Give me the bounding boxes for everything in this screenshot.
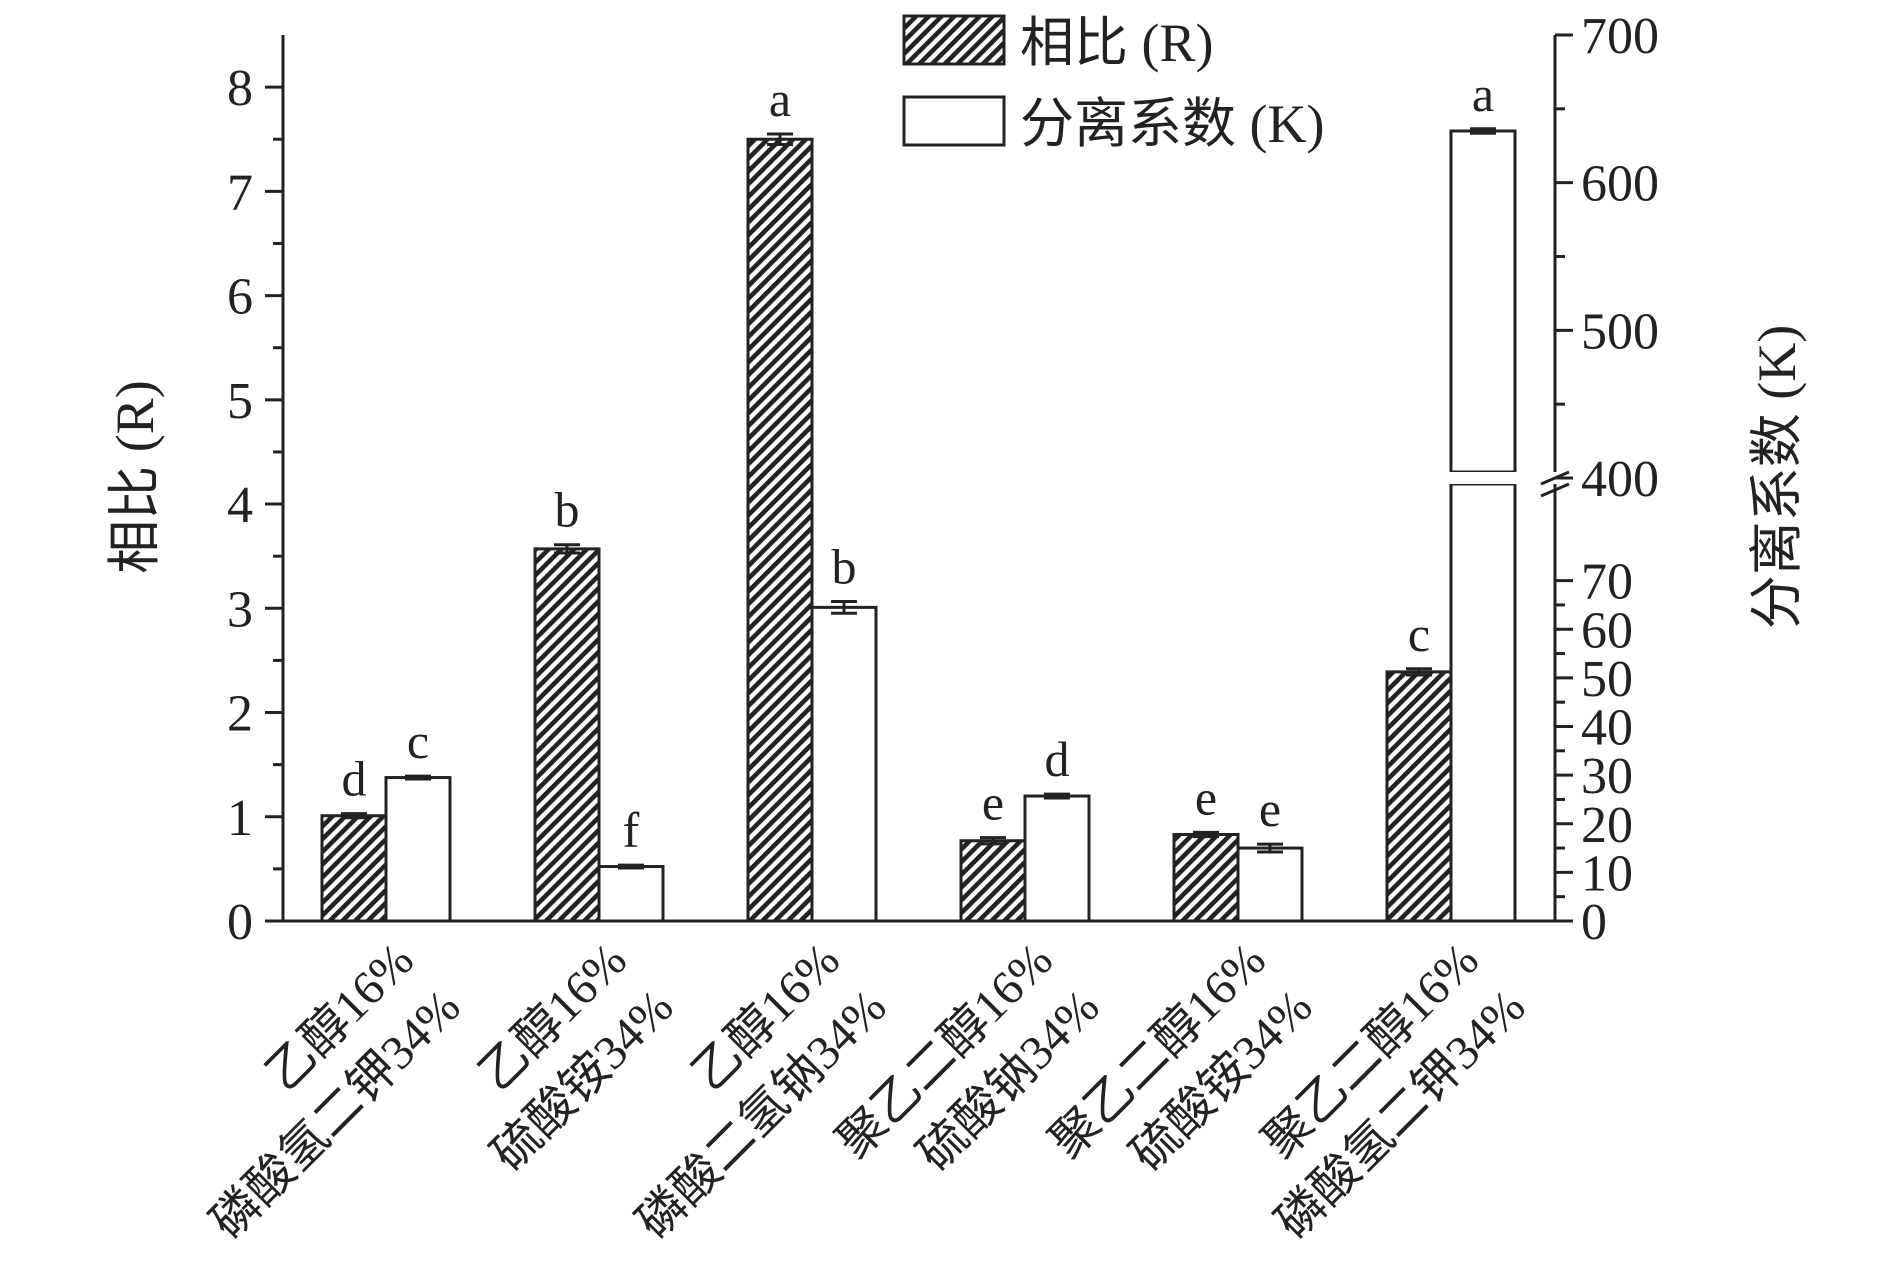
- category-label: 乙醇16%硫酸铵34%: [469, 933, 683, 1181]
- ratio-bar: [320, 814, 388, 923]
- y-left-tick-label: 4: [227, 477, 253, 534]
- y-right-tick-label: 70: [1581, 554, 1633, 611]
- legend-swatch-ratio: [902, 14, 1006, 66]
- y-right-tick-label: 20: [1581, 797, 1633, 854]
- significance-letter: a: [1472, 66, 1494, 122]
- significance-letter: f: [623, 802, 640, 858]
- significance-letter: e: [1195, 769, 1217, 825]
- y-left-axis: 0 1 2 3 4 5 6 7 8: [227, 35, 285, 951]
- y-right-tick-label: 60: [1581, 602, 1633, 659]
- y-right-tick-label: 500: [1581, 303, 1659, 360]
- ratio-bar: [1385, 670, 1453, 923]
- category-label: 聚乙二醇16%硫酸钠34%: [827, 933, 1109, 1181]
- y-left-tick-label: 1: [227, 790, 253, 847]
- y-left-tick-label: 3: [227, 581, 253, 638]
- significance-letter: d: [1045, 731, 1070, 787]
- significance-letter: a: [769, 71, 791, 127]
- y-left-tick-label: 2: [227, 686, 253, 743]
- category-labels: 乙醇16%磷酸氢二钾34%乙醇16%硫酸铵34%乙醇16%磷酸二氢钠34%聚乙二…: [201, 933, 1535, 1249]
- significance-letter: b: [555, 482, 580, 538]
- significance-letter: d: [342, 751, 367, 807]
- y-left-tick-label: 6: [227, 269, 253, 326]
- y-left-tick-label: 5: [227, 373, 253, 430]
- significance-letter: b: [832, 539, 857, 595]
- ratio-bar: [746, 137, 814, 923]
- y-right-axis-title: 分离系数 (K): [1747, 325, 1807, 629]
- y-right-tick-label: 700: [1581, 8, 1659, 65]
- coefficient-bar: [384, 776, 452, 923]
- ratio-bar: [1172, 832, 1240, 923]
- coefficient-bar: [1449, 129, 1517, 474]
- coefficient-bar: [1023, 794, 1091, 923]
- y-left-tick-label: 0: [227, 894, 253, 951]
- coefficient-bar: [1236, 846, 1304, 923]
- y-left-axis-title: 相比 (R): [105, 380, 165, 573]
- bar-break-gap: [1447, 472, 1519, 484]
- y-right-tick-label: 30: [1581, 748, 1633, 805]
- legend: 相比 (R) 分离系数 (K): [902, 13, 1324, 154]
- coefficient-bar: [1449, 482, 1517, 923]
- y-right-axis-break-mark: [1540, 482, 1570, 498]
- y-right-tick-label: 40: [1581, 700, 1633, 757]
- y-right-tick-label: 50: [1581, 651, 1633, 708]
- legend-swatch-coefficient: [902, 95, 1006, 147]
- y-left-tick-label: 7: [227, 164, 253, 221]
- y-right-tick-label: 400: [1581, 451, 1659, 508]
- category-label: 聚乙二醇16%硫酸铵34%: [1040, 933, 1322, 1181]
- ratio-bar: [533, 547, 601, 923]
- coefficient-bar: [810, 605, 878, 923]
- ratio-bar: [959, 839, 1027, 923]
- y-left-tick-label: 8: [227, 60, 253, 117]
- category-label: 乙醇16%磷酸氢二钾34%: [201, 933, 470, 1249]
- significance-letter: c: [1408, 606, 1430, 662]
- coefficient-bar: [597, 865, 665, 923]
- legend-label-coefficient: 分离系数 (K): [1020, 94, 1324, 154]
- category-label: 乙醇16%磷酸二氢钠34%: [627, 933, 896, 1249]
- significance-letter: c: [407, 713, 429, 769]
- legend-label-ratio: 相比 (R): [1020, 13, 1213, 73]
- y-right-tick-label: 600: [1581, 156, 1659, 213]
- significance-letter: e: [982, 775, 1004, 831]
- significance-letter: e: [1259, 781, 1281, 837]
- category-label: 聚乙二醇16%磷酸氢二钾34%: [1253, 933, 1535, 1249]
- y-right-tick-label: 0: [1581, 894, 1607, 951]
- y-right-tick-label: 10: [1581, 845, 1633, 902]
